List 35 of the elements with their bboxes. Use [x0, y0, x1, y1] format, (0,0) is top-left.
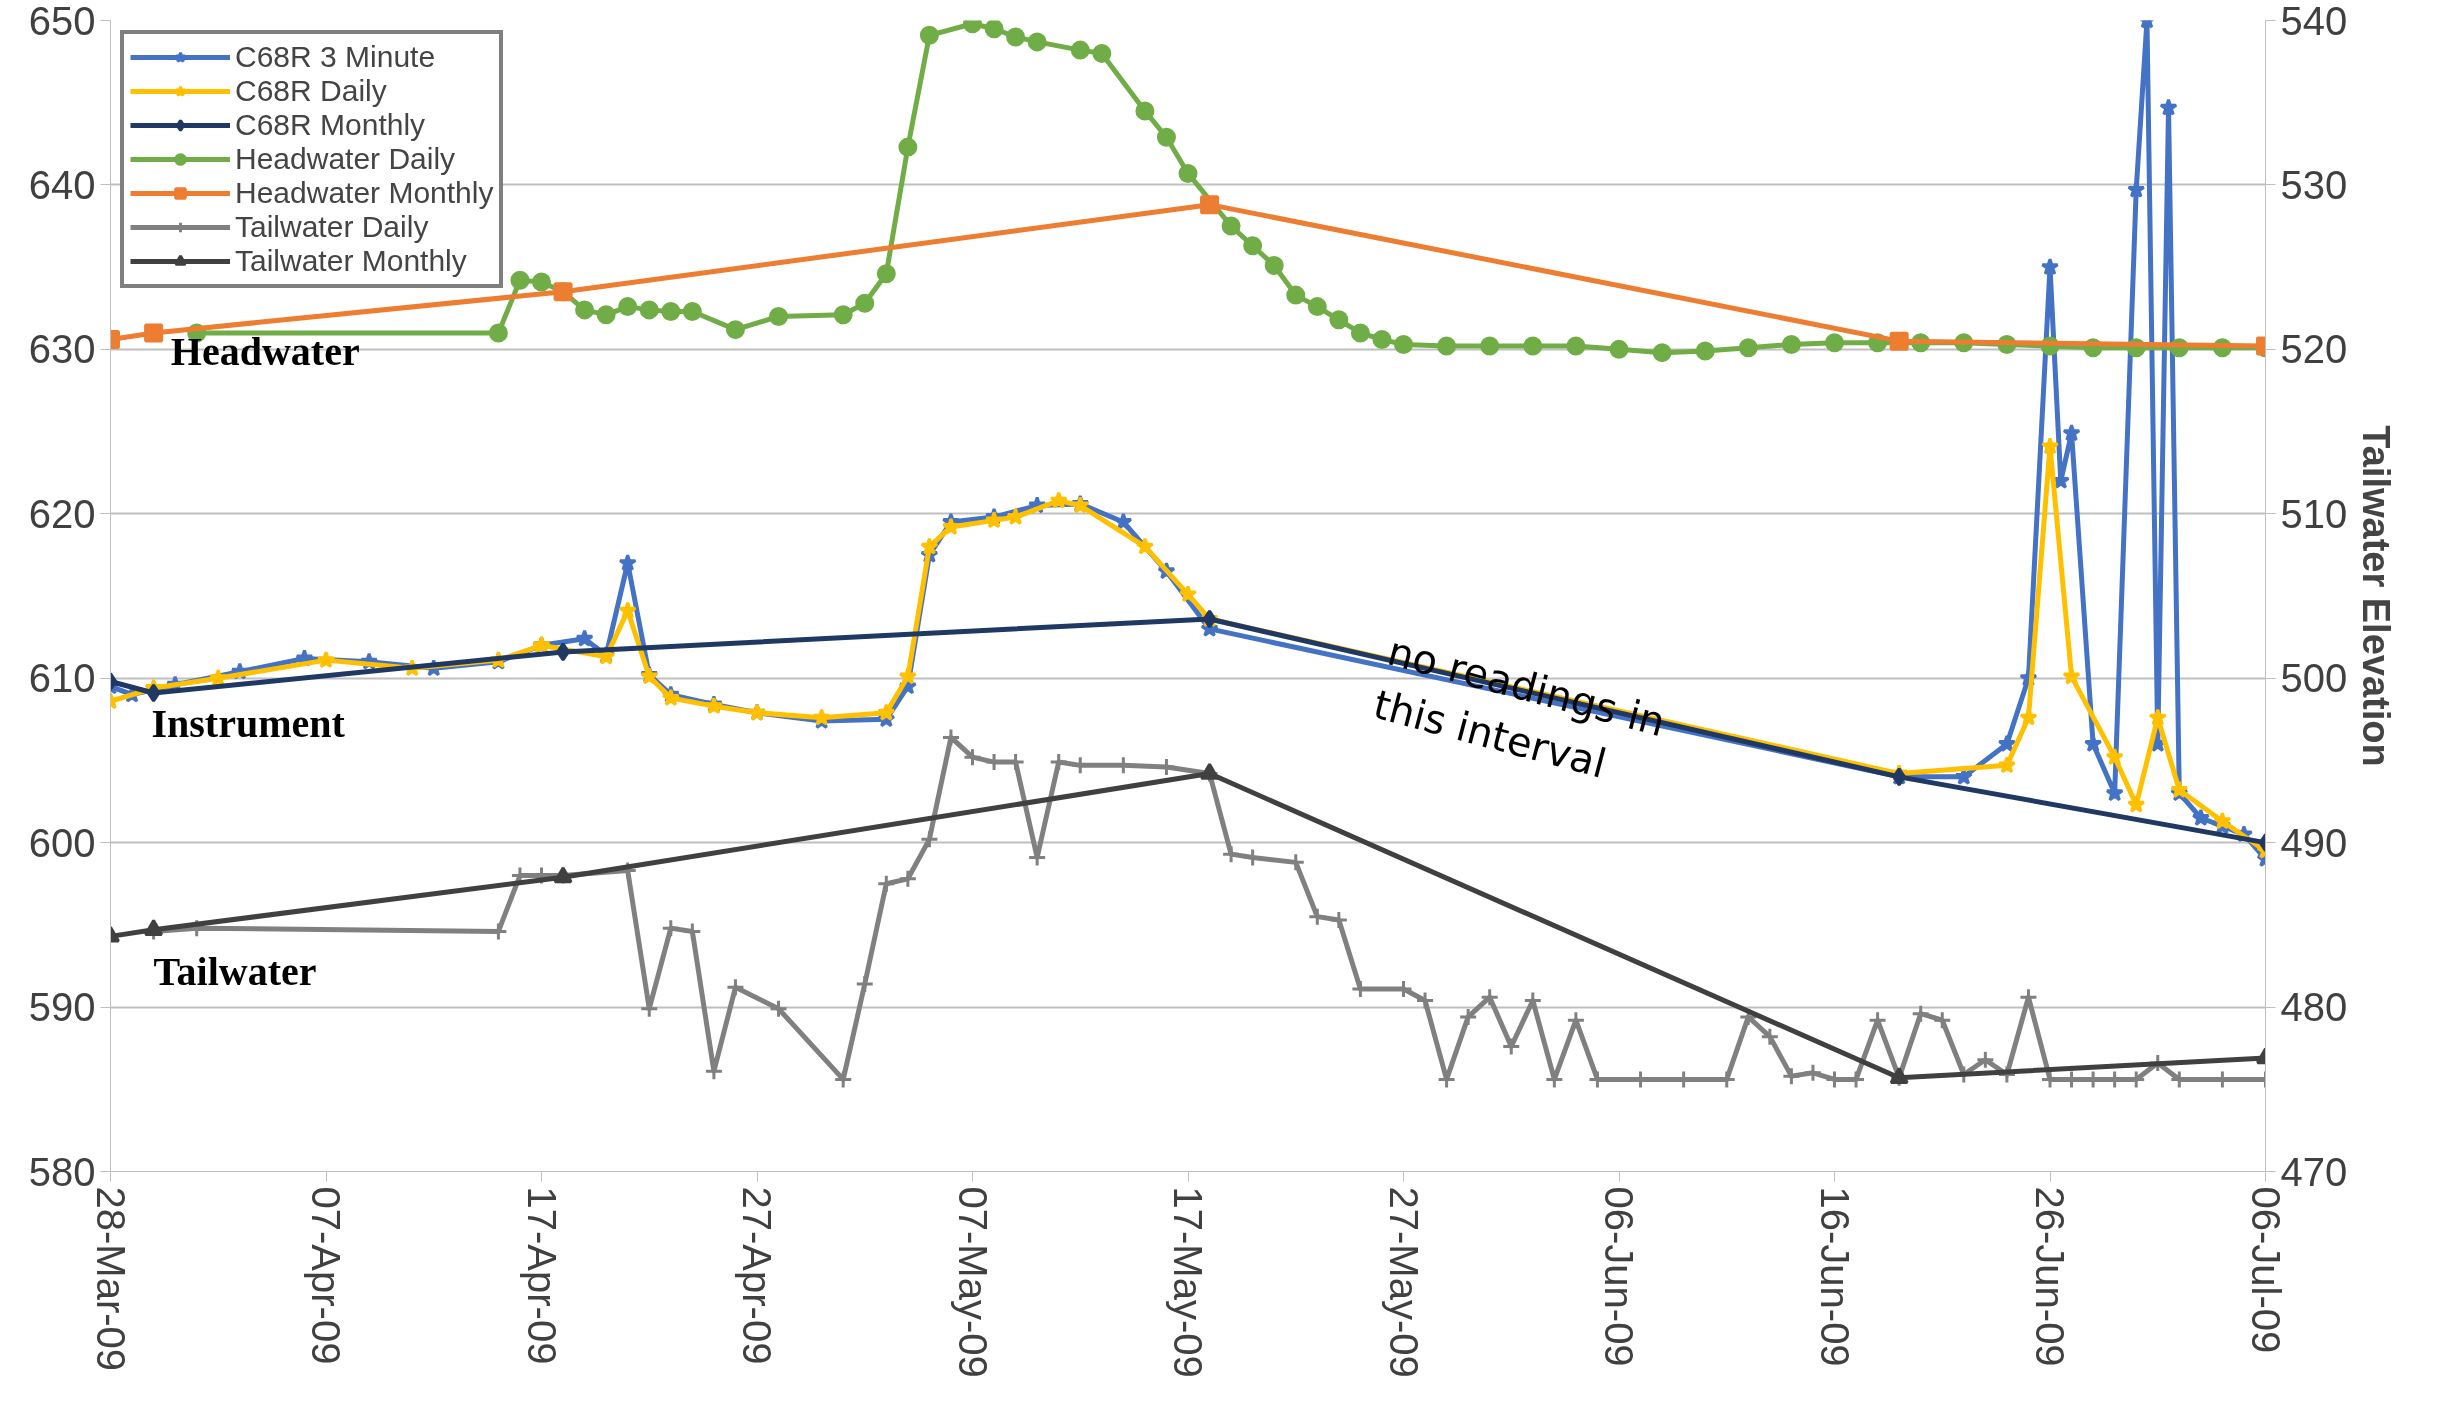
legend-label: C68R 3 Minute: [235, 40, 436, 74]
legend-label: Tailwater Monthly: [235, 244, 467, 278]
legend-label: C68R Monthly: [235, 108, 426, 142]
annotation: Tailwater: [153, 948, 317, 994]
annotation: no readings in this interval: [1368, 627, 1670, 787]
y2-tick-label: 490: [2280, 820, 2348, 865]
y2-tick-label: 480: [2280, 985, 2348, 1030]
legend-label: C68R Daily: [235, 74, 387, 108]
x-tick-label: 06-Jun-09: [1597, 1186, 1641, 1367]
x-tick-label: 07-Apr-09: [304, 1186, 348, 1365]
legend-label: Headwater Daily: [235, 142, 456, 176]
x-tick-label: 27-May-09: [1381, 1186, 1426, 1378]
legend-label: Headwater Monthly: [235, 176, 494, 210]
y2-axis-title: Tailwater Elevation: [2355, 425, 2398, 767]
x-tick-label: 26-Jun-09: [2028, 1186, 2072, 1367]
y2-tick-label: 540: [2280, 0, 2348, 43]
y-tick-label: 610: [28, 656, 96, 701]
y2-tick-label: 510: [2280, 491, 2348, 536]
y-tick-label: 630: [28, 327, 96, 372]
y2-tick-label: 500: [2280, 656, 2348, 701]
y-tick-label: 590: [28, 985, 96, 1030]
legend-label: Tailwater Daily: [235, 210, 429, 244]
annotation: Instrument: [151, 701, 346, 747]
y-tick-label: 640: [28, 162, 96, 207]
x-tick-label: 17-May-09: [1166, 1186, 1210, 1378]
x-tick-label: 07-May-09: [950, 1186, 995, 1378]
x-tick-label: 16-Jun-09: [1812, 1186, 1857, 1367]
x-tick-label: 27-Apr-09: [735, 1186, 779, 1365]
x-tick-label: 17-Apr-09: [519, 1186, 564, 1365]
annotation: Headwater: [170, 329, 360, 375]
y-tick-label: 650: [28, 0, 96, 43]
y-tick-label: 600: [28, 820, 96, 865]
y2-tick-label: 520: [2280, 327, 2348, 372]
y2-tick-label: 530: [2280, 162, 2348, 207]
y-tick-label: 620: [28, 491, 96, 536]
